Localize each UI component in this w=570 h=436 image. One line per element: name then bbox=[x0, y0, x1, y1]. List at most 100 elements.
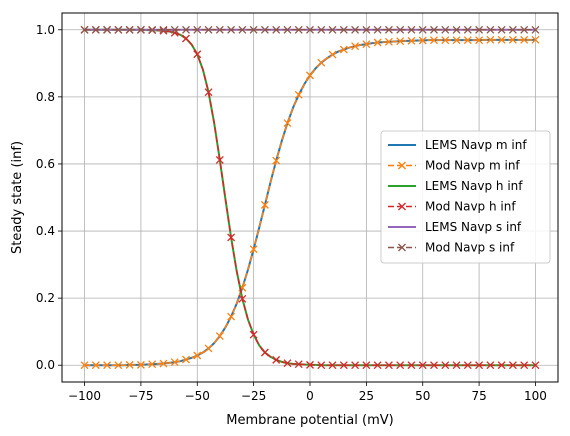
series-marker-4 bbox=[384, 361, 393, 370]
series-marker-6 bbox=[384, 25, 393, 34]
series-marker-6 bbox=[317, 25, 326, 34]
series-marker-4 bbox=[418, 361, 427, 370]
series-marker-2 bbox=[441, 36, 450, 45]
x-tick-label: 0 bbox=[306, 389, 314, 403]
series-marker-2 bbox=[486, 35, 495, 44]
series-marker-6 bbox=[508, 25, 517, 34]
series-marker-6 bbox=[103, 25, 112, 34]
series-marker-2 bbox=[373, 38, 382, 47]
legend-marker bbox=[398, 243, 406, 252]
series-marker-4 bbox=[362, 361, 371, 370]
series-marker-6 bbox=[520, 25, 529, 34]
legend-label: LEMS Navp h inf bbox=[425, 179, 523, 193]
series-marker-2 bbox=[125, 360, 134, 369]
series-marker-2 bbox=[260, 200, 269, 209]
series-marker-6 bbox=[215, 25, 224, 34]
series-marker-2 bbox=[339, 45, 348, 54]
series-marker-4 bbox=[193, 50, 202, 59]
series-marker-6 bbox=[136, 25, 145, 34]
y-tick-label: 0.2 bbox=[36, 291, 55, 305]
legend-label: Mod Navp m inf bbox=[425, 159, 520, 173]
legend-marker bbox=[398, 161, 406, 170]
series-marker-6 bbox=[339, 25, 348, 34]
series-marker-6 bbox=[351, 25, 360, 34]
legend-label: Mod Navp s inf bbox=[425, 241, 515, 255]
x-tick-label: −25 bbox=[241, 389, 266, 403]
series-marker-2 bbox=[136, 360, 145, 369]
series-marker-4 bbox=[283, 359, 292, 368]
series-marker-6 bbox=[441, 25, 450, 34]
series-marker-4 bbox=[328, 361, 337, 370]
series-marker-6 bbox=[182, 25, 190, 34]
series-marker-2 bbox=[407, 36, 416, 45]
series-marker-4 bbox=[508, 361, 517, 370]
series-marker-2 bbox=[159, 359, 168, 368]
legend-label: LEMS Navp s inf bbox=[425, 220, 522, 234]
x-axis-label: Membrane potential (mV) bbox=[226, 413, 393, 428]
series-marker-2 bbox=[475, 36, 484, 45]
series-marker-6 bbox=[114, 25, 123, 34]
series-marker-2 bbox=[170, 358, 179, 367]
series-marker-2 bbox=[204, 344, 213, 353]
series-marker-4 bbox=[182, 34, 190, 43]
series-marker-4 bbox=[339, 361, 348, 370]
series-marker-6 bbox=[125, 25, 134, 34]
legend-marker bbox=[398, 202, 406, 211]
series-marker-4 bbox=[215, 155, 224, 164]
series-marker-2 bbox=[227, 312, 236, 321]
x-tick-label: 25 bbox=[359, 389, 374, 403]
series-marker-6 bbox=[272, 25, 281, 34]
series-marker-6 bbox=[249, 25, 258, 34]
series-marker-2 bbox=[80, 361, 89, 370]
series-marker-2 bbox=[430, 36, 438, 45]
series-marker-6 bbox=[238, 25, 247, 34]
series-marker-6 bbox=[463, 25, 472, 34]
legend-label: Mod Navp h inf bbox=[425, 200, 516, 214]
series-marker-4 bbox=[249, 330, 258, 339]
series-marker-6 bbox=[306, 25, 314, 34]
series-marker-4 bbox=[317, 361, 326, 370]
series-marker-6 bbox=[396, 25, 405, 34]
series-marker-2 bbox=[272, 156, 281, 165]
series-marker-4 bbox=[486, 361, 495, 370]
series-marker-4 bbox=[407, 361, 416, 370]
series-marker-6 bbox=[159, 25, 168, 34]
series-marker-4 bbox=[373, 361, 382, 370]
x-tick-label: 50 bbox=[415, 389, 430, 403]
legend-label: LEMS Navp m inf bbox=[425, 138, 527, 152]
legend: LEMS Navp m inf Mod Navp m inf LEMS Navp h… bbox=[380, 130, 551, 264]
x-tick-label: 75 bbox=[471, 389, 486, 403]
y-tick-label: 0.8 bbox=[36, 90, 55, 104]
series-marker-2 bbox=[91, 361, 100, 370]
series-marker-4 bbox=[306, 360, 314, 369]
series-marker-2 bbox=[103, 361, 112, 370]
series-marker-6 bbox=[475, 25, 484, 34]
series-marker-2 bbox=[294, 90, 303, 99]
series-marker-4 bbox=[227, 233, 236, 242]
series-marker-2 bbox=[317, 58, 326, 67]
series-marker-2 bbox=[249, 245, 258, 254]
legend-box bbox=[380, 130, 551, 264]
series-line-2 bbox=[84, 39, 536, 366]
series-marker-4 bbox=[520, 361, 529, 370]
series-marker-2 bbox=[362, 40, 371, 49]
series-marker-2 bbox=[148, 360, 157, 369]
series-marker-2 bbox=[328, 50, 337, 59]
series-marker-6 bbox=[328, 25, 337, 34]
series-marker-6 bbox=[497, 25, 506, 34]
series-marker-4 bbox=[430, 361, 438, 370]
series-marker-4 bbox=[260, 348, 269, 357]
series-marker-4 bbox=[159, 26, 168, 35]
series-marker-6 bbox=[91, 25, 100, 34]
x-tick-label: −50 bbox=[185, 389, 210, 403]
series-marker-4 bbox=[272, 355, 281, 364]
series-marker-2 bbox=[215, 332, 224, 341]
series-marker-6 bbox=[294, 25, 303, 34]
series-marker-2 bbox=[306, 71, 314, 80]
series-marker-6 bbox=[170, 25, 179, 34]
series-marker-4 bbox=[475, 361, 484, 370]
y-axis-label: Steady state (inf) bbox=[10, 141, 25, 254]
series-marker-4 bbox=[452, 361, 461, 370]
series-marker-2 bbox=[114, 361, 123, 370]
